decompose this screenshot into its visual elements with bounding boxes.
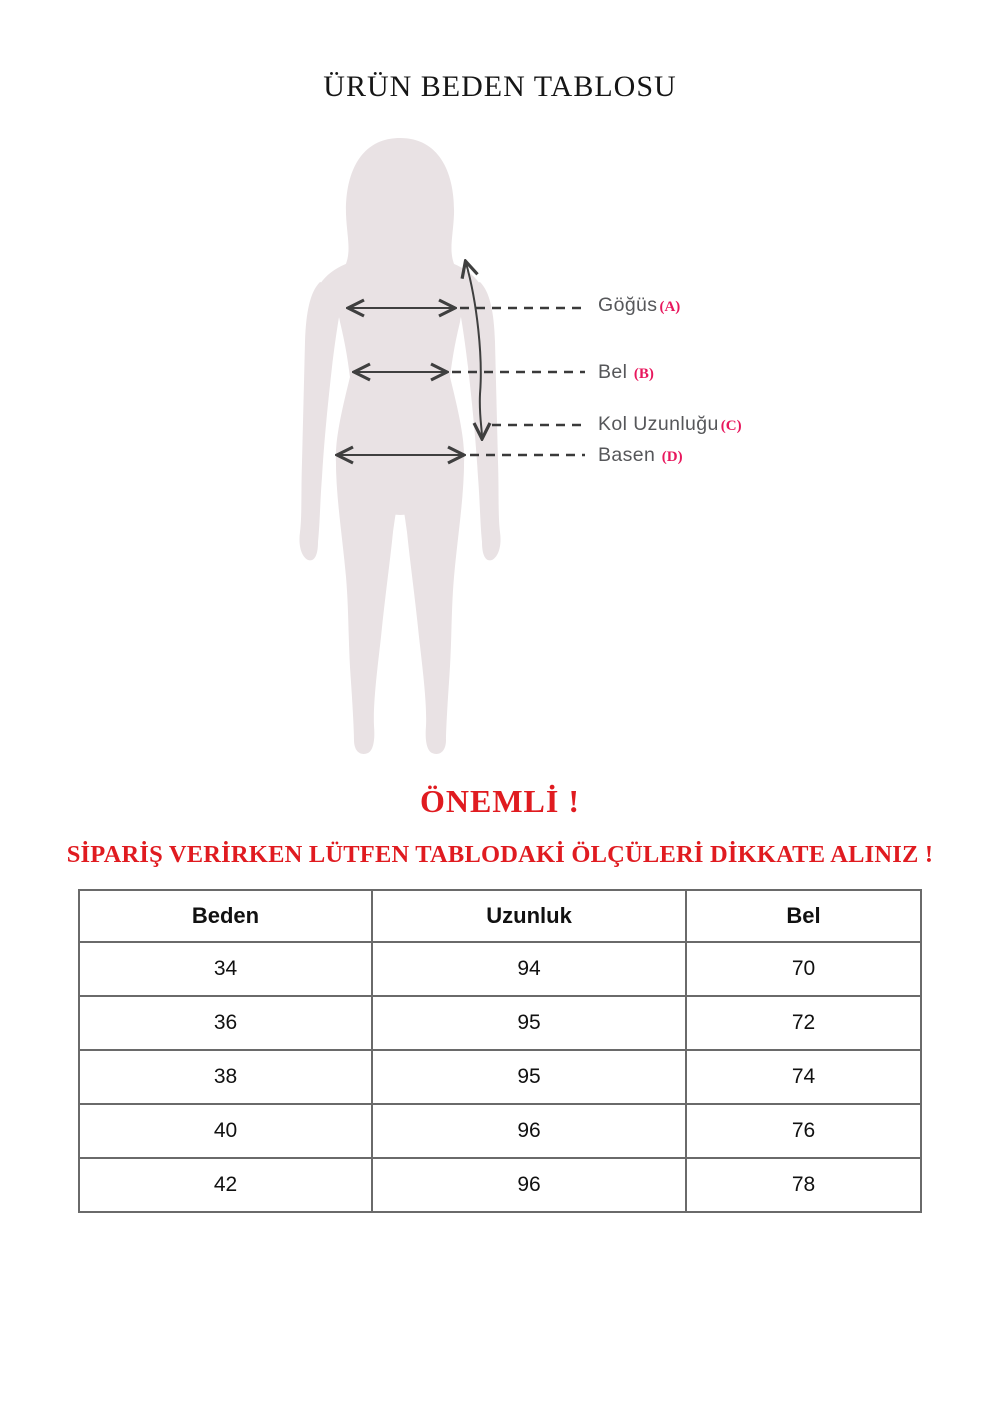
cell-bel: 72	[685, 995, 922, 1051]
label-arm-length-code: (C)	[720, 418, 742, 434]
label-chest-code: (A)	[659, 299, 681, 315]
label-hip-code: (D)	[661, 449, 683, 465]
label-waist-code: (B)	[633, 366, 654, 382]
table-row: 42 96 78	[77, 1157, 922, 1213]
label-chest-text: Göğüs	[598, 294, 658, 316]
col-header-uzunluk: Uzunluk	[371, 889, 688, 943]
label-waist: Bel (B)	[598, 361, 654, 383]
cell-uzunluk: 95	[371, 995, 688, 1051]
cell-uzunluk: 95	[371, 1049, 688, 1105]
page-title: ÜRÜN BEDEN TABLOSU	[323, 70, 677, 103]
label-hip: Basen (D)	[598, 444, 683, 466]
col-header-beden: Beden	[77, 889, 374, 943]
table-row: 34 94 70	[77, 941, 922, 997]
table-row: 36 95 72	[77, 995, 922, 1051]
body-measurement-diagram	[299, 138, 585, 754]
col-header-bel: Bel	[685, 889, 922, 943]
label-hip-text: Basen	[598, 444, 656, 466]
cell-bel: 78	[685, 1157, 922, 1213]
size-table: Beden Uzunluk Bel 34 94 70 36 95 72 38 9…	[77, 889, 922, 1213]
cell-uzunluk: 96	[371, 1157, 688, 1213]
label-arm-length: Kol Uzunluğu (C)	[598, 413, 742, 435]
cell-uzunluk: 94	[371, 941, 688, 997]
cell-uzunluk: 96	[371, 1103, 688, 1159]
table-row: 38 95 74	[77, 1049, 922, 1105]
cell-bel: 70	[685, 941, 922, 997]
arm-length-arrow	[466, 263, 482, 437]
label-arm-length-text: Kol Uzunluğu	[598, 413, 719, 435]
label-waist-text: Bel	[598, 361, 628, 383]
important-heading: ÖNEMLİ !	[420, 783, 580, 819]
cell-beden: 40	[77, 1103, 374, 1159]
cell-beden: 34	[77, 941, 374, 997]
cell-bel: 76	[685, 1103, 922, 1159]
female-silhouette	[299, 138, 501, 754]
cell-beden: 36	[77, 995, 374, 1051]
cell-bel: 74	[685, 1049, 922, 1105]
cell-beden: 42	[77, 1157, 374, 1213]
cell-beden: 38	[77, 1049, 374, 1105]
size-table-header-row: Beden Uzunluk Bel	[77, 889, 922, 943]
warning-text: SİPARİŞ VERİRKEN LÜTFEN TABLODAKİ ÖLÇÜLE…	[66, 841, 934, 868]
table-row: 40 96 76	[77, 1103, 922, 1159]
label-chest: Göğüs (A)	[598, 294, 680, 316]
